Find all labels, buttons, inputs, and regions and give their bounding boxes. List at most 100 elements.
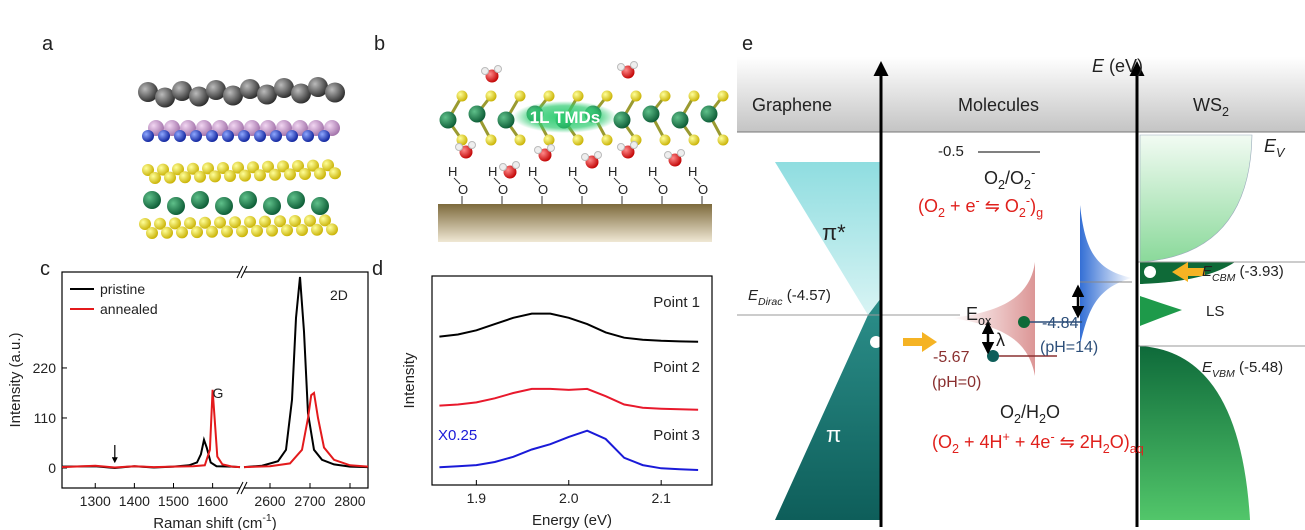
atom xyxy=(206,130,218,142)
figure: a b c d e 1L TMDsHOHOHOHOHOHOHO 13001400… xyxy=(0,0,1305,530)
atom xyxy=(172,81,192,101)
text-part: ) xyxy=(272,515,277,530)
atom xyxy=(191,191,209,209)
water xyxy=(678,150,685,157)
atom xyxy=(263,197,281,215)
break-gap xyxy=(240,268,244,276)
atom xyxy=(544,91,555,102)
x-tick-label: 2700 xyxy=(294,493,325,509)
water xyxy=(665,152,672,159)
column-title: Graphene xyxy=(752,95,832,115)
reaction-label: (O2 + 4H+ + 4e- ⇋ 2H2O)aq xyxy=(932,430,1144,456)
water xyxy=(631,62,638,69)
series-line xyxy=(62,390,368,468)
lambda-label: λ xyxy=(996,330,1005,350)
water xyxy=(513,162,520,169)
atom xyxy=(251,225,263,237)
text-part: (O xyxy=(932,432,952,452)
atom xyxy=(311,197,329,215)
peak-label: 2D xyxy=(330,287,348,303)
state xyxy=(1018,316,1030,328)
atom xyxy=(672,112,689,129)
text-part: O xyxy=(984,168,998,188)
hydroxyl-o: O xyxy=(698,182,708,197)
atom xyxy=(221,226,233,238)
atom xyxy=(206,226,218,238)
x-tick-label: 2800 xyxy=(334,493,365,509)
x-tick-label: 1.9 xyxy=(467,490,487,506)
legend-label: pristine xyxy=(100,281,145,297)
hydroxyl-o: O xyxy=(618,182,628,197)
atom xyxy=(311,224,323,236)
text-part: E xyxy=(966,304,978,324)
band-label: π xyxy=(826,422,841,447)
atom xyxy=(176,226,188,238)
atom xyxy=(660,91,671,102)
text-part: CBM xyxy=(1212,272,1236,284)
hydroxyl-o: O xyxy=(538,182,548,197)
x-axis-label: Raman shift (cm-1) xyxy=(153,512,277,530)
text-part: O xyxy=(1046,402,1060,422)
water xyxy=(618,144,625,151)
x-tick-label: 1400 xyxy=(119,493,150,509)
atom xyxy=(222,130,234,142)
atom xyxy=(224,170,236,182)
x-axis-label: Energy (eV) xyxy=(532,512,612,529)
atom xyxy=(164,172,176,184)
atom xyxy=(515,135,526,146)
water xyxy=(456,144,463,151)
peak-label: G xyxy=(213,385,224,401)
series-label: Point 1 xyxy=(653,294,700,311)
hydroxyl-h: H xyxy=(648,164,657,179)
atom xyxy=(440,112,457,129)
y-axis-label: Intensity (a.u.) xyxy=(7,332,24,427)
y-tick-label: 220 xyxy=(33,360,57,376)
text-part: Energy (eV) xyxy=(532,512,612,529)
atom xyxy=(573,91,584,102)
water xyxy=(618,64,625,71)
text-part: 2 xyxy=(1103,442,1110,456)
atom xyxy=(146,227,158,239)
y-tick-label: 0 xyxy=(48,460,56,476)
level-label: EDirac (-4.57) xyxy=(748,287,831,308)
reaction-label: (O2 + e- ⇋ O2-)g xyxy=(918,194,1043,220)
series-line xyxy=(439,314,698,342)
atom xyxy=(236,225,248,237)
atom xyxy=(269,169,281,181)
atom xyxy=(329,167,341,179)
water xyxy=(535,147,542,154)
series-line xyxy=(439,389,698,410)
hydroxyl-h: H xyxy=(608,164,617,179)
interface-illustration: 1L TMDsHOHOHOHOHOHOHO xyxy=(438,62,729,243)
column-title: Molecules xyxy=(958,95,1039,115)
atom xyxy=(223,86,243,106)
atom xyxy=(149,172,161,184)
atom xyxy=(302,130,314,142)
atom xyxy=(189,87,209,107)
water xyxy=(631,142,638,149)
atom xyxy=(718,91,729,102)
legend-label: annealed xyxy=(100,301,158,317)
text-part: /O xyxy=(1005,168,1024,188)
atom xyxy=(191,226,203,238)
atom xyxy=(498,112,515,129)
scale-note: X0.25 xyxy=(438,427,477,444)
atom xyxy=(287,191,305,209)
text-part: + xyxy=(1003,430,1010,444)
atom xyxy=(257,85,277,105)
atom xyxy=(325,83,345,103)
atom xyxy=(643,106,660,123)
atom xyxy=(602,91,613,102)
text-part: ⇋ O xyxy=(980,196,1019,216)
atom xyxy=(274,78,294,98)
hydroxyl-h: H xyxy=(528,164,537,179)
atom xyxy=(689,91,700,102)
axis-label: E (eV) xyxy=(1092,56,1143,76)
electron xyxy=(1144,266,1156,278)
level-value: -4.84 xyxy=(1042,315,1079,332)
atom xyxy=(718,135,729,146)
hydroxyl-h: H xyxy=(688,164,697,179)
water xyxy=(495,66,502,73)
y-axis-label: Intensity xyxy=(401,352,418,408)
